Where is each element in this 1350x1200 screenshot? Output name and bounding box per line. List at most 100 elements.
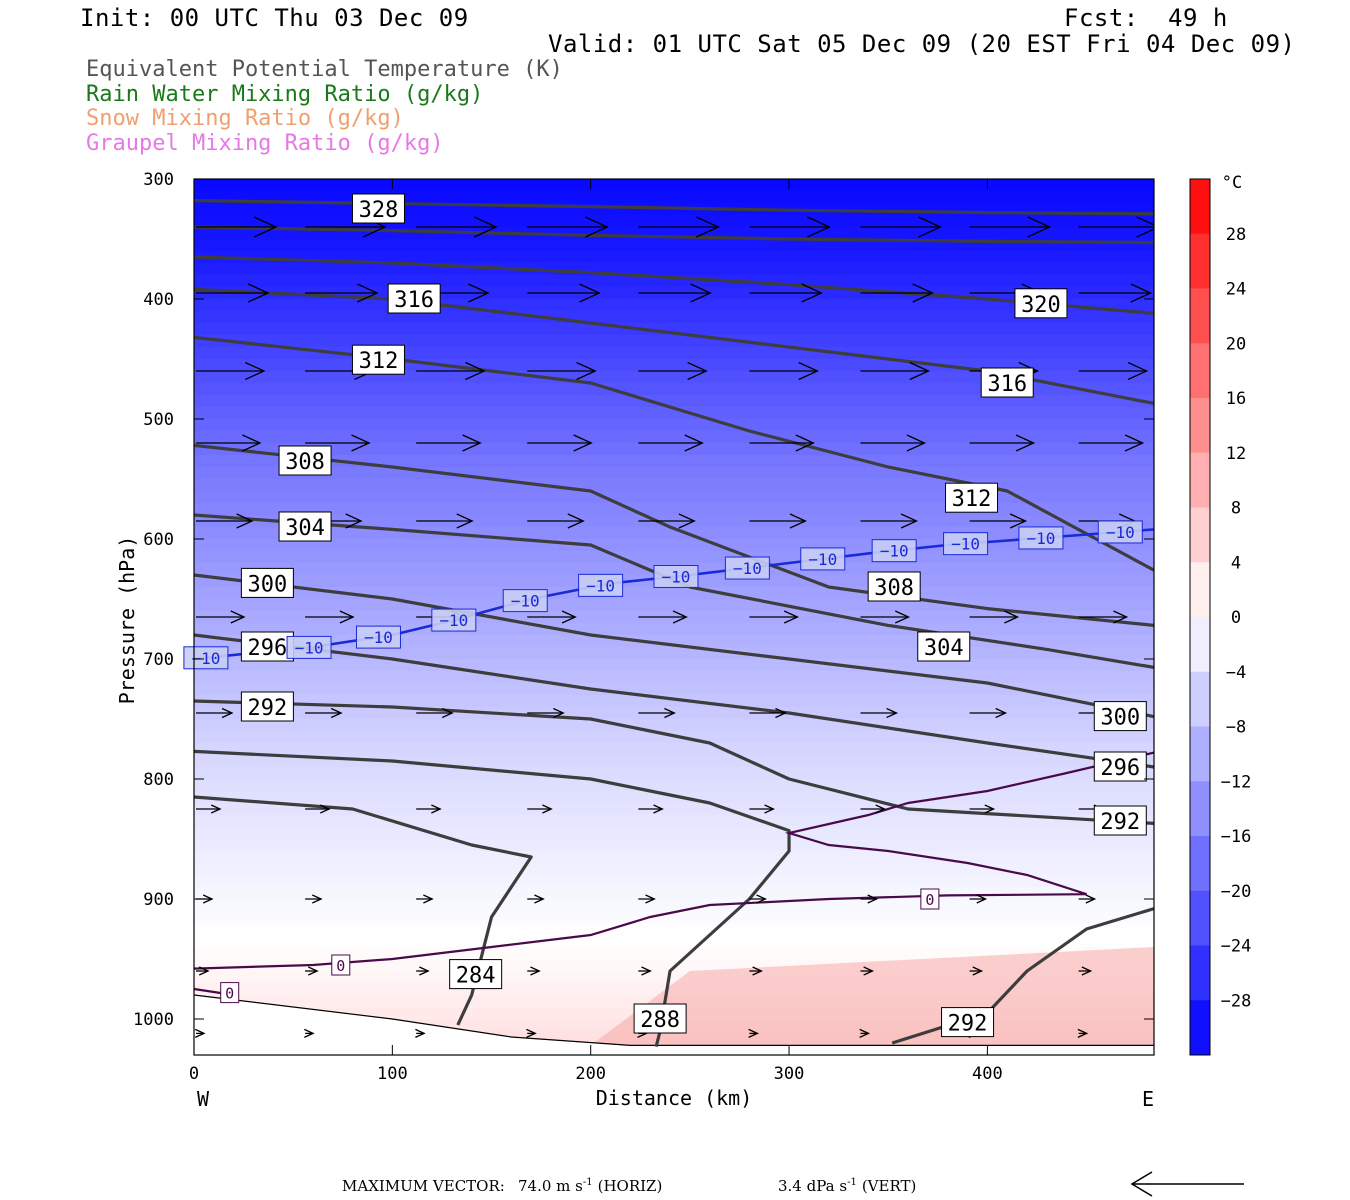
temperature-band xyxy=(194,743,1154,756)
wind-vector xyxy=(305,894,323,904)
temperature-band xyxy=(194,479,1154,492)
wind-vector xyxy=(969,513,1028,529)
temperature-band xyxy=(194,443,1154,456)
plot-frame xyxy=(193,178,1155,1056)
wind-vector xyxy=(416,361,486,381)
y-axis-title: Pressure (hPa) xyxy=(115,536,139,705)
colorbar-tick-label: −20 xyxy=(1221,882,1252,902)
wind-vector xyxy=(859,1028,871,1038)
theta-e-label: 304 xyxy=(278,511,332,542)
x-axis-title: Distance (km) xyxy=(596,1086,753,1110)
theta-e-label-text: 296 xyxy=(248,636,288,661)
theta-e-label-text: 292 xyxy=(948,1012,988,1037)
wind-vector xyxy=(196,216,278,238)
wind-vector xyxy=(1078,966,1093,976)
theta-e-contour-300 xyxy=(194,573,1154,719)
wind-vector xyxy=(527,513,585,529)
wind-vector xyxy=(638,361,708,381)
colorbar-swatch xyxy=(1190,288,1210,344)
wind-vector xyxy=(860,966,875,976)
theta-e-label: 328 xyxy=(351,193,405,224)
terrain-fill xyxy=(194,995,1154,1055)
colorbar-frame xyxy=(1189,178,1211,1056)
colorbar-tick-label: 16 xyxy=(1226,389,1246,409)
y-tick-label: 300 xyxy=(143,170,174,190)
temperature-band xyxy=(194,599,1154,612)
legend-snow: Snow Mixing Ratio (g/kg) xyxy=(86,106,404,131)
wind-vector xyxy=(196,707,234,719)
wind-vector xyxy=(638,966,652,976)
temperature-band xyxy=(194,323,1154,336)
theta-e-label-text: 316 xyxy=(987,372,1027,397)
temperature-band xyxy=(194,767,1154,780)
colorbar-swatch xyxy=(1190,507,1210,563)
temperature-band xyxy=(194,239,1154,252)
temperature-band xyxy=(194,395,1154,408)
wind-vector xyxy=(196,513,254,529)
colorbar-swatch xyxy=(1190,233,1210,289)
temperature-band xyxy=(194,635,1154,648)
wind-vector xyxy=(196,610,246,624)
minus10-label-text: −10 xyxy=(191,649,220,668)
temperature-band xyxy=(194,947,1154,960)
wind-vector xyxy=(749,966,763,976)
x-tick-label: 100 xyxy=(377,1064,408,1084)
wind-vector xyxy=(860,216,943,238)
wind-vector xyxy=(749,216,831,238)
wind-vector xyxy=(527,434,593,452)
minus10-label-text: −10 xyxy=(439,611,468,630)
theta-e-label-text: 292 xyxy=(1100,810,1140,835)
minus10-label-text: −10 xyxy=(364,628,393,647)
wind-vector xyxy=(416,216,498,238)
init-time: Init: 00 UTC Thu 03 Dec 09 xyxy=(80,4,469,32)
y-tick-label: 700 xyxy=(143,650,174,670)
theta-e-label-text: 308 xyxy=(285,450,325,475)
wind-vector xyxy=(416,894,434,904)
wind-vector xyxy=(196,434,262,452)
x-tick-label: 300 xyxy=(774,1064,805,1084)
x-tick-label: 200 xyxy=(575,1064,606,1084)
wind-vector xyxy=(749,894,767,904)
wind-vector xyxy=(416,434,482,452)
minus10-label-text: −10 xyxy=(880,542,909,561)
y-tick-label: 400 xyxy=(143,290,174,310)
wind-vector xyxy=(527,966,541,976)
wind-vector xyxy=(860,361,931,381)
colorbar-swatch xyxy=(1190,343,1210,399)
wind-vector xyxy=(527,216,609,238)
temperature-band xyxy=(194,671,1154,684)
theta-e-contour-296 xyxy=(194,633,1154,769)
minus10-label-text: −10 xyxy=(808,550,837,569)
zero-label: 0 xyxy=(331,954,351,976)
theta-e-label-text: 296 xyxy=(1100,756,1140,781)
colorbar-tick-label: 4 xyxy=(1231,553,1241,573)
temperature-band xyxy=(194,683,1154,696)
temperature-band xyxy=(194,455,1154,468)
temperature-band xyxy=(194,551,1154,564)
wind-vector xyxy=(860,283,935,303)
temperature-band xyxy=(194,839,1154,852)
temperature-band xyxy=(194,335,1154,348)
wind-vector xyxy=(527,610,577,624)
theta-e-contour-308 xyxy=(194,443,1154,627)
theta-e-label-text: 300 xyxy=(1100,706,1140,731)
wind-vector xyxy=(749,610,799,624)
wind-vector xyxy=(194,1028,206,1038)
forecast-label: Fcst: xyxy=(1064,4,1139,32)
wind-vector xyxy=(969,216,1052,238)
colorbar-tick-label: −8 xyxy=(1226,718,1246,738)
temperature-band xyxy=(194,215,1154,228)
theta-e-label-text: 320 xyxy=(1021,293,1061,318)
legend-graupel: Graupel Mixing Ratio (g/kg) xyxy=(86,131,444,156)
y-tick-label: 600 xyxy=(143,530,174,550)
wind-vector xyxy=(527,283,601,303)
colorbar-unit: °C xyxy=(1222,173,1242,193)
theta-e-label: 316 xyxy=(980,367,1034,398)
wind-vector xyxy=(860,804,887,814)
temperature-band xyxy=(194,827,1154,840)
max-vector-footer: MAXIMUM VECTOR: 74.0 m s-1 (HORIZ) 3.4 dP… xyxy=(342,1177,916,1195)
theta-e-label: 308 xyxy=(867,571,921,602)
wind-vector xyxy=(416,804,442,814)
colorbar-tick-label: −12 xyxy=(1221,772,1252,792)
